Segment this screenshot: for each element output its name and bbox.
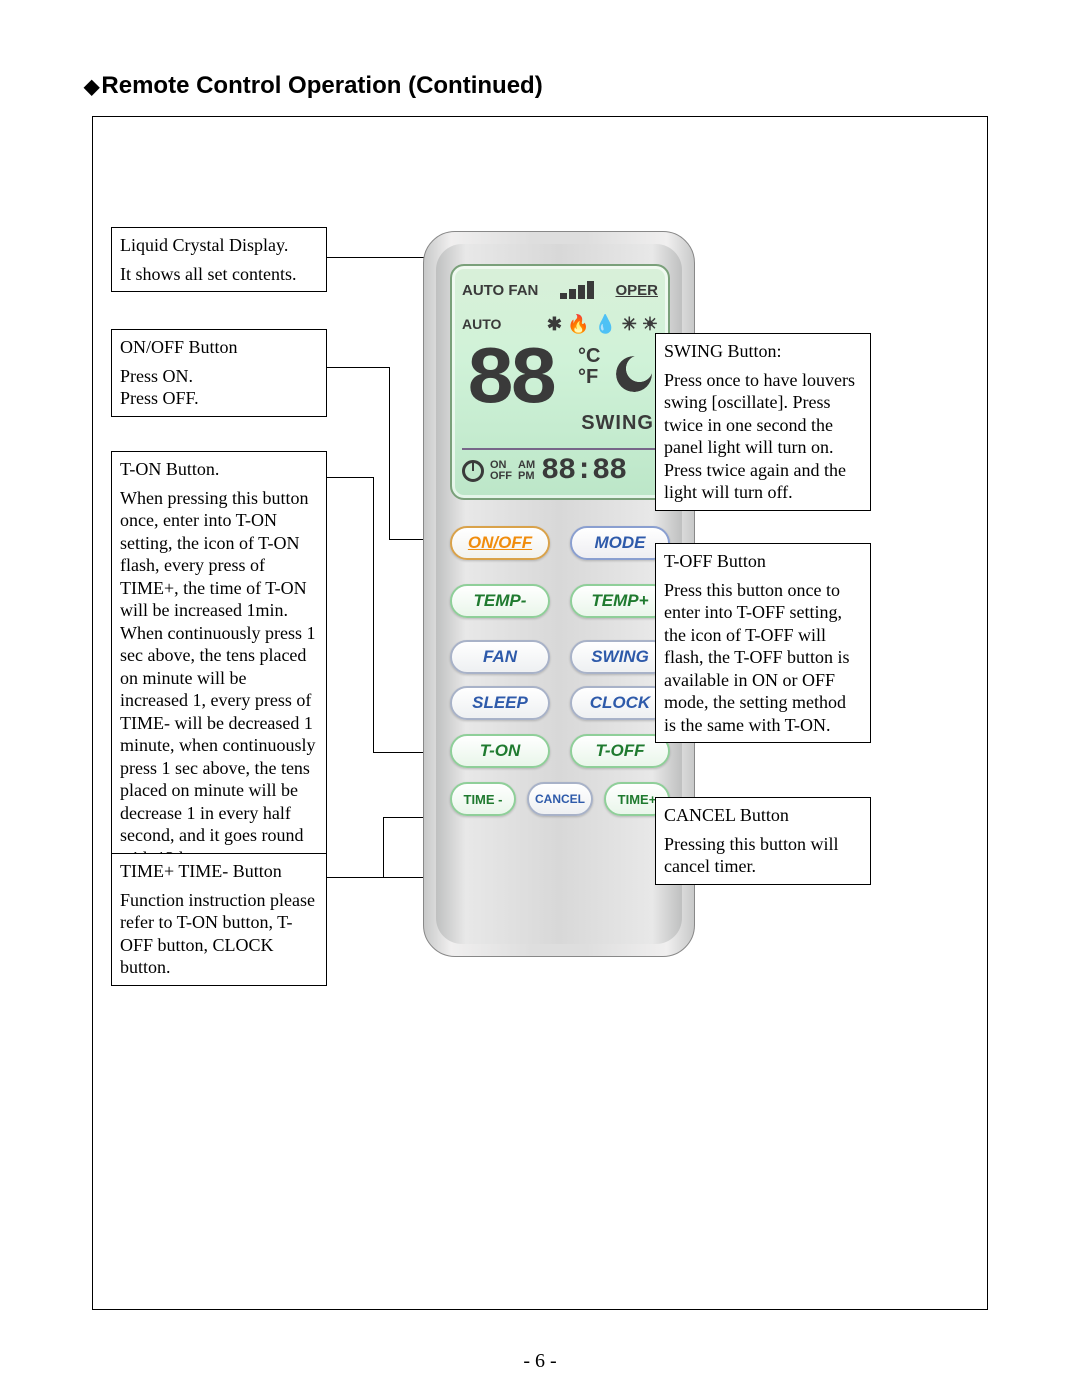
lcd-autofan-label: AUTO FAN — [462, 282, 538, 299]
cancel-button[interactable]: CANCEL — [527, 782, 593, 816]
button-row-4: SLEEP CLOCK — [450, 686, 670, 720]
button-row-3: FAN SWING — [450, 640, 670, 674]
t-on-button[interactable]: T-ON — [450, 734, 550, 768]
fan-speed-icon — [560, 281, 594, 299]
callout-lcd: Liquid Crystal Display. It shows all set… — [111, 227, 327, 292]
callout-lcd-body: It shows all set contents. — [120, 263, 318, 286]
lcd-display: AUTO FAN OPER AUTO ✱ 🔥 💧 ✳ ☀ 88 °C °F SW… — [450, 264, 670, 500]
callout-cancel-body: Pressing this button will cancel timer. — [664, 833, 862, 878]
callout-ton-body: When pressing this button once, enter in… — [120, 487, 318, 870]
clock-icon — [462, 460, 484, 482]
lcd-pm: PM — [518, 471, 535, 482]
lcd-temp-value: 88 — [466, 334, 552, 427]
lcd-off: OFF — [490, 471, 512, 482]
lcd-oper-label: OPER — [615, 282, 658, 299]
leader-line — [383, 817, 384, 877]
lcd-row-autofan: AUTO FAN OPER — [462, 276, 658, 304]
callout-toff-body: Press this button once to enter into T-O… — [664, 579, 862, 737]
callout-onoff: ON/OFF Button Press ON. Press OFF. — [111, 329, 327, 417]
sleep-moon-icon — [616, 356, 652, 392]
time-minus-button[interactable]: TIME - — [450, 782, 516, 816]
button-row-5: T-ON T-OFF — [450, 734, 670, 768]
lcd-row-timer: ON OFF AM PM 88:88 — [462, 448, 658, 488]
callout-swing: SWING Button: Press once to have louvers… — [655, 333, 871, 511]
lcd-swing-label: SWING — [581, 412, 654, 435]
lcd-celsius: °C — [578, 346, 600, 367]
lcd-ampm-stack: AM PM — [518, 460, 535, 482]
callout-swing-heading: SWING Button: — [664, 340, 862, 363]
page-title: Remote Control Operation (Continued) — [84, 72, 543, 100]
callout-lcd-heading: Liquid Crystal Display. — [120, 234, 318, 257]
callout-timepm: TIME+ TIME- Button Function instruction … — [111, 853, 327, 986]
leader-line — [373, 477, 374, 752]
temp-minus-button[interactable]: TEMP- — [450, 584, 550, 618]
lcd-temp: 88 — [466, 344, 596, 430]
button-row-6: TIME - CANCEL TIME+ — [450, 782, 670, 816]
lcd-unit-stack: °C °F — [578, 346, 600, 388]
callout-timepm-heading: TIME+ TIME- Button — [120, 860, 318, 883]
page-number: - 6 - — [0, 1350, 1080, 1373]
callout-timepm-body: Function instruction please refer to T-O… — [120, 889, 318, 979]
lcd-fahrenheit: °F — [578, 367, 600, 388]
callout-ton: T-ON Button. When pressing this button o… — [111, 451, 327, 876]
callout-onoff-line2: Press OFF. — [120, 387, 318, 410]
leader-line — [389, 367, 390, 539]
leader-line — [327, 367, 389, 368]
callout-onoff-heading: ON/OFF Button — [120, 336, 318, 359]
callout-cancel: CANCEL Button Pressing this button will … — [655, 797, 871, 885]
callout-ton-heading: T-ON Button. — [120, 458, 318, 481]
diagram-frame: Liquid Crystal Display. It shows all set… — [92, 116, 988, 1310]
sleep-button[interactable]: SLEEP — [450, 686, 550, 720]
callout-swing-body: Press once to have louvers swing [oscill… — [664, 369, 862, 504]
lcd-onoff-stack: ON OFF — [490, 460, 512, 482]
mode-icons: ✱ 🔥 💧 ✳ ☀ — [547, 314, 658, 335]
leader-line — [327, 877, 383, 878]
callout-onoff-line1: Press ON. — [120, 365, 318, 388]
callout-cancel-heading: CANCEL Button — [664, 804, 862, 827]
onoff-button[interactable]: ON/OFF — [450, 526, 550, 560]
fan-button[interactable]: FAN — [450, 640, 550, 674]
button-row-2: TEMP- TEMP+ — [450, 584, 670, 618]
callout-toff-heading: T-OFF Button — [664, 550, 862, 573]
button-row-1: ON/OFF MODE — [450, 526, 670, 560]
callout-toff: T-OFF Button Press this button once to e… — [655, 543, 871, 743]
leader-line — [327, 477, 373, 478]
lcd-auto-label: AUTO — [462, 316, 501, 332]
lcd-time: 88:88 — [541, 454, 626, 488]
